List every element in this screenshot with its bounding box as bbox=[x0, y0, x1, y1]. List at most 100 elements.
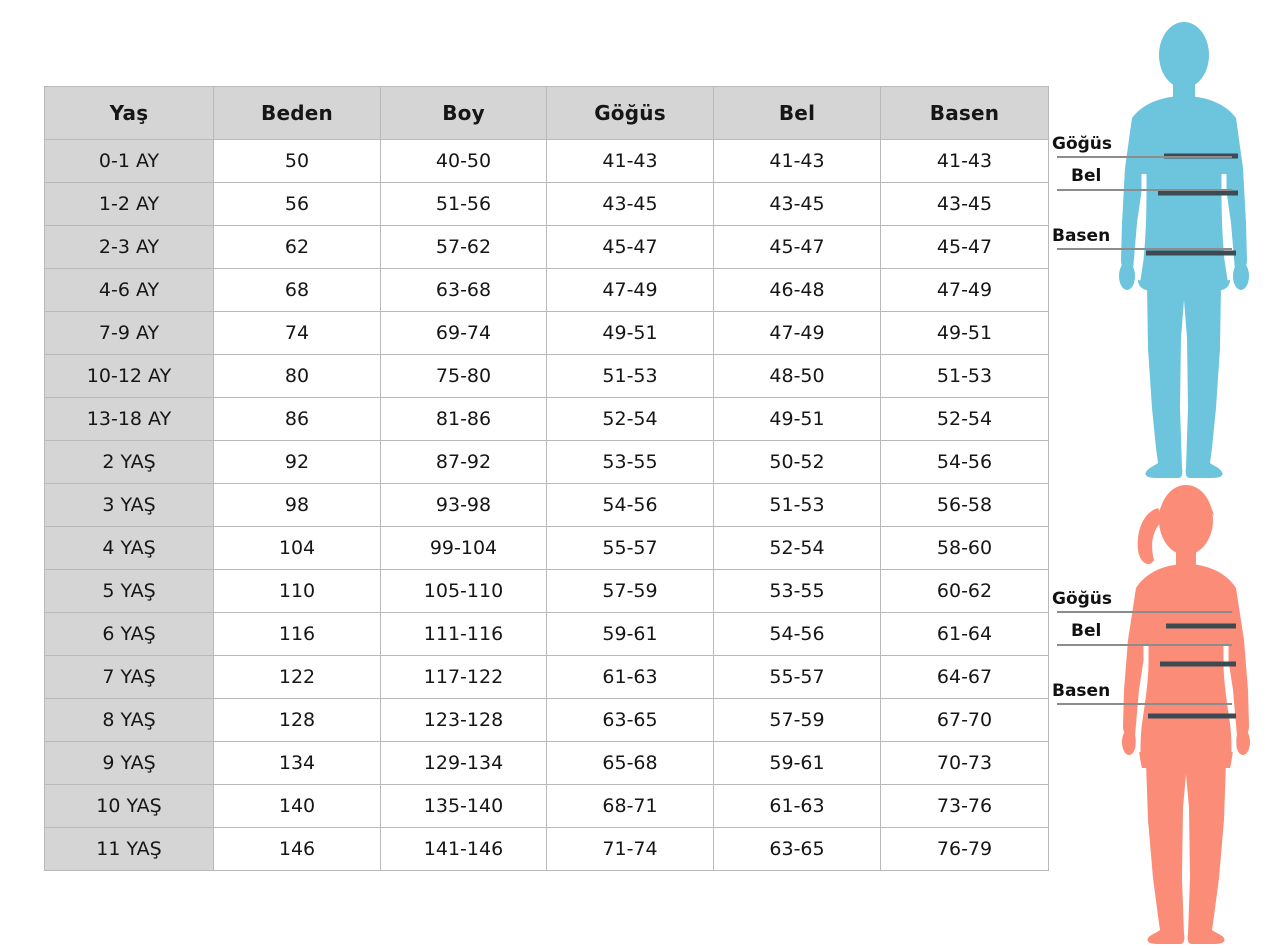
table-header: Yaş Beden Boy Göğüs Bel Basen bbox=[44, 86, 1049, 140]
cell-age: 4 YAŞ bbox=[44, 526, 214, 570]
cell-bel: 57-59 bbox=[713, 698, 881, 742]
cell-age: 11 YAŞ bbox=[44, 827, 214, 871]
cell-gogus: 65-68 bbox=[546, 741, 714, 785]
cell-beden: 116 bbox=[213, 612, 381, 656]
cell-bel: 43-45 bbox=[713, 182, 881, 226]
cell-gogus: 68-71 bbox=[546, 784, 714, 828]
size-table-container: Yaş Beden Boy Göğüs Bel Basen 0-1 AY 50 … bbox=[44, 86, 1049, 871]
cell-gogus: 47-49 bbox=[546, 268, 714, 312]
table-row: 7-9 AY 74 69-74 49-51 47-49 49-51 bbox=[44, 311, 1049, 355]
male-chest-leader-line bbox=[1057, 156, 1232, 158]
cell-bel: 46-48 bbox=[713, 268, 881, 312]
column-header-gogus: Göğüs bbox=[546, 86, 714, 140]
cell-basen: 60-62 bbox=[880, 569, 1049, 613]
cell-basen: 58-60 bbox=[880, 526, 1049, 570]
cell-bel: 49-51 bbox=[713, 397, 881, 441]
female-chest-label: Göğüs bbox=[1052, 589, 1113, 609]
cell-boy: 51-56 bbox=[380, 182, 547, 226]
cell-basen: 61-64 bbox=[880, 612, 1049, 656]
cell-gogus: 59-61 bbox=[546, 612, 714, 656]
male-waist-label: Bel bbox=[1071, 166, 1102, 186]
cell-age: 6 YAŞ bbox=[44, 612, 214, 656]
cell-beden: 92 bbox=[213, 440, 381, 484]
table-row: 2 YAŞ 92 87-92 53-55 50-52 54-56 bbox=[44, 440, 1049, 484]
female-hip-leader-line bbox=[1057, 703, 1232, 705]
cell-boy: 75-80 bbox=[380, 354, 547, 398]
female-body-figure bbox=[1088, 468, 1280, 946]
cell-boy: 69-74 bbox=[380, 311, 547, 355]
cell-gogus: 61-63 bbox=[546, 655, 714, 699]
cell-beden: 110 bbox=[213, 569, 381, 613]
male-hip-label: Basen bbox=[1052, 226, 1111, 246]
cell-gogus: 53-55 bbox=[546, 440, 714, 484]
table-row: 3 YAŞ 98 93-98 54-56 51-53 56-58 bbox=[44, 483, 1049, 527]
cell-age: 7-9 AY bbox=[44, 311, 214, 355]
cell-beden: 140 bbox=[213, 784, 381, 828]
cell-boy: 135-140 bbox=[380, 784, 547, 828]
cell-age: 1-2 AY bbox=[44, 182, 214, 226]
cell-boy: 57-62 bbox=[380, 225, 547, 269]
cell-gogus: 43-45 bbox=[546, 182, 714, 226]
table-row: 11 YAŞ 146 141-146 71-74 63-65 76-79 bbox=[44, 827, 1049, 871]
cell-boy: 93-98 bbox=[380, 483, 547, 527]
column-header-basen: Basen bbox=[880, 86, 1049, 140]
table-body: 0-1 AY 50 40-50 41-43 41-43 41-43 1-2 AY… bbox=[44, 139, 1049, 871]
cell-beden: 98 bbox=[213, 483, 381, 527]
cell-basen: 49-51 bbox=[880, 311, 1049, 355]
table-row: 1-2 AY 56 51-56 43-45 43-45 43-45 bbox=[44, 182, 1049, 226]
cell-boy: 99-104 bbox=[380, 526, 547, 570]
cell-beden: 62 bbox=[213, 225, 381, 269]
table-row: 6 YAŞ 116 111-116 59-61 54-56 61-64 bbox=[44, 612, 1049, 656]
cell-age: 8 YAŞ bbox=[44, 698, 214, 742]
cell-gogus: 52-54 bbox=[546, 397, 714, 441]
cell-basen: 47-49 bbox=[880, 268, 1049, 312]
cell-bel: 59-61 bbox=[713, 741, 881, 785]
cell-age: 10 YAŞ bbox=[44, 784, 214, 828]
cell-boy: 123-128 bbox=[380, 698, 547, 742]
cell-beden: 122 bbox=[213, 655, 381, 699]
cell-gogus: 63-65 bbox=[546, 698, 714, 742]
cell-age: 9 YAŞ bbox=[44, 741, 214, 785]
table-row: 8 YAŞ 128 123-128 63-65 57-59 67-70 bbox=[44, 698, 1049, 742]
cell-beden: 56 bbox=[213, 182, 381, 226]
cell-basen: 45-47 bbox=[880, 225, 1049, 269]
table-row: 4 YAŞ 104 99-104 55-57 52-54 58-60 bbox=[44, 526, 1049, 570]
table-row: 5 YAŞ 110 105-110 57-59 53-55 60-62 bbox=[44, 569, 1049, 613]
cell-gogus: 45-47 bbox=[546, 225, 714, 269]
male-hip-leader-line bbox=[1057, 248, 1232, 250]
cell-boy: 63-68 bbox=[380, 268, 547, 312]
cell-age: 13-18 AY bbox=[44, 397, 214, 441]
cell-bel: 48-50 bbox=[713, 354, 881, 398]
cell-age: 7 YAŞ bbox=[44, 655, 214, 699]
cell-bel: 51-53 bbox=[713, 483, 881, 527]
cell-basen: 43-45 bbox=[880, 182, 1049, 226]
cell-bel: 54-56 bbox=[713, 612, 881, 656]
cell-bel: 45-47 bbox=[713, 225, 881, 269]
table-row: 10 YAŞ 140 135-140 68-71 61-63 73-76 bbox=[44, 784, 1049, 828]
column-header-bel: Bel bbox=[713, 86, 881, 140]
cell-beden: 104 bbox=[213, 526, 381, 570]
column-header-age: Yaş bbox=[44, 86, 214, 140]
cell-basen: 76-79 bbox=[880, 827, 1049, 871]
cell-age: 2-3 AY bbox=[44, 225, 214, 269]
cell-gogus: 54-56 bbox=[546, 483, 714, 527]
cell-age: 0-1 AY bbox=[44, 139, 214, 183]
table-row: 9 YAŞ 134 129-134 65-68 59-61 70-73 bbox=[44, 741, 1049, 785]
table-row: 4-6 AY 68 63-68 47-49 46-48 47-49 bbox=[44, 268, 1049, 312]
cell-gogus: 71-74 bbox=[546, 827, 714, 871]
cell-boy: 141-146 bbox=[380, 827, 547, 871]
cell-basen: 64-67 bbox=[880, 655, 1049, 699]
table-row: 2-3 AY 62 57-62 45-47 45-47 45-47 bbox=[44, 225, 1049, 269]
female-hip-label: Basen bbox=[1052, 681, 1111, 701]
cell-gogus: 49-51 bbox=[546, 311, 714, 355]
male-body-figure bbox=[1088, 8, 1280, 480]
cell-beden: 80 bbox=[213, 354, 381, 398]
female-waist-leader-line bbox=[1057, 644, 1232, 646]
cell-basen: 54-56 bbox=[880, 440, 1049, 484]
cell-bel: 41-43 bbox=[713, 139, 881, 183]
cell-bel: 63-65 bbox=[713, 827, 881, 871]
male-silhouette bbox=[1119, 22, 1249, 478]
cell-boy: 111-116 bbox=[380, 612, 547, 656]
cell-gogus: 51-53 bbox=[546, 354, 714, 398]
cell-age: 5 YAŞ bbox=[44, 569, 214, 613]
